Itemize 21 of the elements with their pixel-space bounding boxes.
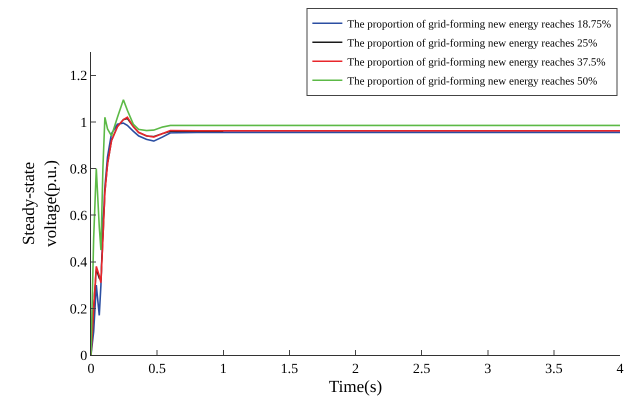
- legend-label: The proportion of grid-forming new energy reaches 37.5%: [347, 56, 606, 69]
- x-tick-label: 3: [484, 362, 492, 377]
- y-tick-label: 1.2: [70, 69, 88, 84]
- x-tick-label: 1: [220, 362, 227, 377]
- legend-label: The proportion of grid-forming new energy reaches 50%: [347, 76, 598, 88]
- x-tick-label: 0.5: [148, 362, 166, 377]
- x-tick-label: 1.5: [280, 362, 298, 377]
- x-tick-label: 2: [352, 362, 359, 377]
- legend-label: The proportion of grid-forming new energy reaches 25%: [347, 38, 598, 50]
- x-tick-label: 2.5: [412, 362, 430, 377]
- x-tick-label: 4: [616, 362, 624, 377]
- legend-label: The proportion of grid-forming new energy reaches 18.75%: [347, 18, 612, 31]
- y-tick-label: 0.4: [70, 256, 88, 271]
- y-tick-label: 0.8: [70, 162, 88, 178]
- x-tick-label: 3.5: [545, 362, 563, 377]
- y-tick-label: 0.6: [70, 209, 88, 224]
- y-tick-label: 0.2: [70, 302, 88, 318]
- x-axis-title: Time(s): [328, 377, 382, 396]
- y-tick-label: 0: [80, 348, 88, 364]
- y-axis-title: Steady-state voltage(p.u.): [19, 160, 60, 247]
- y-tick-label: 1: [80, 116, 88, 131]
